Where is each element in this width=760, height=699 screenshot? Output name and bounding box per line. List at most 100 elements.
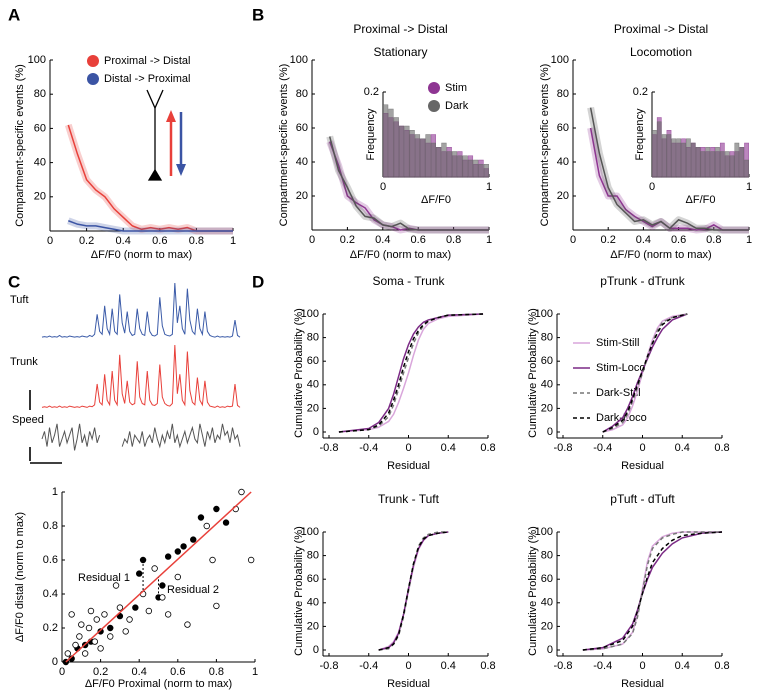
scatter-point bbox=[112, 582, 120, 589]
y-tick-label: 60 bbox=[296, 122, 308, 134]
hist-bar bbox=[671, 138, 677, 178]
scatter-point bbox=[190, 536, 197, 543]
trace bbox=[41, 423, 241, 451]
panel-label: A bbox=[8, 5, 20, 24]
y-tick-label: 60 bbox=[34, 122, 46, 134]
x-tick-label: 1 bbox=[230, 235, 236, 247]
y-tick-label: 0 bbox=[313, 426, 319, 438]
x-tick-label: 0 bbox=[47, 235, 53, 247]
series-line bbox=[602, 313, 688, 433]
legend-marker bbox=[428, 100, 440, 112]
legend-label: Dark-Still bbox=[596, 387, 641, 399]
x-tick-label: 1 bbox=[746, 234, 752, 246]
y-tick-label: 40 bbox=[296, 156, 308, 168]
x-tick-label: 0.4 bbox=[116, 235, 131, 247]
x-tick-label: 1 bbox=[486, 234, 492, 246]
scatter-point bbox=[122, 628, 129, 635]
scatter-point bbox=[174, 573, 181, 581]
x-tick-label: -0.8 bbox=[554, 442, 573, 454]
scatter-point bbox=[209, 556, 216, 564]
x-tick-label: 0.4 bbox=[675, 660, 690, 672]
hist-bar bbox=[388, 108, 394, 178]
scatter-point bbox=[213, 602, 220, 610]
y-tick-label: 40 bbox=[307, 379, 319, 391]
chart-title: pTrunk - dTrunk bbox=[600, 274, 685, 288]
y-tick-label: 20 bbox=[307, 402, 319, 414]
hist-bar bbox=[414, 134, 421, 178]
scatter-point bbox=[180, 543, 187, 550]
x-tick-label: 0.6 bbox=[671, 234, 686, 246]
y-tick-label: 100 bbox=[290, 54, 308, 66]
legend-label: Stim-Loco bbox=[596, 362, 646, 374]
x-tick-label: 0.2 bbox=[93, 666, 108, 678]
x-tick-label: 0 bbox=[405, 660, 411, 672]
y-tick-label: 60 bbox=[541, 355, 553, 367]
scatter-point bbox=[151, 565, 158, 572]
scatter-point bbox=[145, 607, 153, 615]
x-tick-label: -0.8 bbox=[320, 442, 339, 454]
panel-label: B bbox=[252, 5, 264, 24]
series-line bbox=[378, 531, 449, 651]
scatter-point bbox=[116, 604, 124, 611]
scatter-point bbox=[135, 570, 143, 577]
series-line bbox=[338, 313, 484, 433]
x-tick-label: 1 bbox=[746, 181, 752, 193]
series-line bbox=[328, 136, 489, 231]
x-tick-label: 0.4 bbox=[441, 442, 456, 454]
hist-bar bbox=[656, 121, 662, 178]
x-tick-label: 0.8 bbox=[714, 660, 729, 672]
hist-bar bbox=[729, 155, 735, 178]
x-axis-label: ΔF/F0 (norm to max) bbox=[350, 249, 451, 261]
scatter-point bbox=[87, 607, 95, 615]
scatter-point bbox=[97, 628, 104, 635]
y-tick-label: 40 bbox=[557, 156, 569, 168]
chart-title: Proximal -> Distal bbox=[353, 22, 447, 36]
hist-bar bbox=[404, 125, 410, 178]
scatter-point bbox=[85, 624, 93, 632]
hist-bar bbox=[666, 134, 672, 178]
hist-bar bbox=[690, 142, 696, 178]
panel-label: D bbox=[252, 272, 264, 291]
scatter-point bbox=[91, 638, 99, 645]
x-tick-label: 0 bbox=[309, 234, 315, 246]
y-tick-label: 80 bbox=[557, 88, 569, 100]
y-axis-label: Frequency bbox=[634, 108, 646, 160]
scatter-point bbox=[97, 645, 104, 652]
y-tick-label: 40 bbox=[34, 157, 46, 169]
x-tick-label: 0.2 bbox=[79, 235, 94, 247]
hist-bar bbox=[457, 155, 463, 178]
hist-bar bbox=[652, 130, 657, 178]
scatter-point bbox=[126, 616, 133, 623]
y-tick-label: 0 bbox=[52, 656, 58, 668]
x-tick-label: 0.8 bbox=[189, 235, 204, 247]
x-tick-label: 0 bbox=[405, 442, 411, 454]
hist-bar bbox=[430, 142, 436, 178]
x-tick-label: -0.8 bbox=[554, 660, 573, 672]
scatter-point bbox=[78, 621, 85, 628]
series-line bbox=[378, 531, 449, 651]
y-tick-label: 0.6 bbox=[43, 554, 58, 566]
hist-bar bbox=[462, 155, 468, 178]
series-line bbox=[602, 313, 688, 433]
hist-bar bbox=[739, 147, 745, 178]
x-tick-label: 0 bbox=[649, 181, 655, 193]
x-tick-label: -0.4 bbox=[593, 660, 612, 672]
x-tick-label: 0 bbox=[380, 181, 386, 193]
y-tick-label: 100 bbox=[301, 526, 319, 538]
x-tick-label: -0.8 bbox=[320, 660, 339, 672]
series-line bbox=[602, 313, 688, 433]
y-tick-label: 60 bbox=[307, 355, 319, 367]
x-tick-label: -0.4 bbox=[359, 442, 378, 454]
x-tick-label: 0 bbox=[59, 666, 65, 678]
y-axis-label: Cumulative Probability (%) bbox=[527, 526, 539, 656]
hist-bar bbox=[478, 164, 484, 178]
y-tick-label: 0 bbox=[547, 426, 553, 438]
x-tick-label: 0.6 bbox=[411, 234, 426, 246]
series-line bbox=[338, 313, 484, 433]
y-tick-label: 40 bbox=[541, 597, 553, 609]
hist-bar bbox=[719, 151, 725, 178]
x-axis-label: Residual bbox=[387, 460, 430, 472]
chart-title: pTuft - dTuft bbox=[610, 492, 675, 506]
y-tick-label: 0.2 bbox=[633, 86, 648, 98]
